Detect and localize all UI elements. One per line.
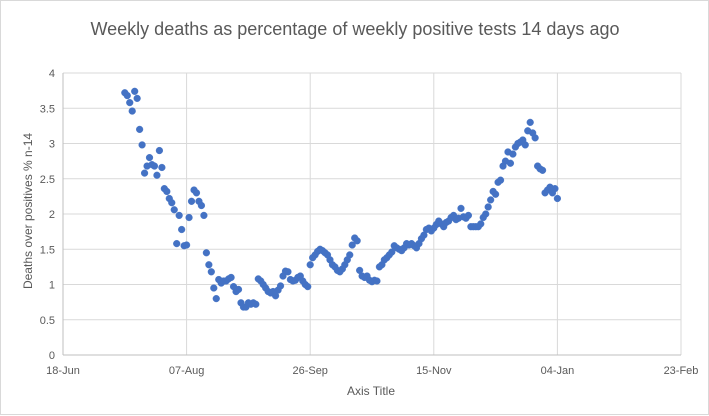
data-point: [234, 285, 243, 294]
data-point: [140, 169, 149, 177]
data-point: [150, 162, 159, 170]
data-point: [175, 211, 183, 220]
data-point: [252, 300, 260, 308]
data-point: [202, 249, 210, 257]
y-tick-label: 0: [49, 350, 55, 362]
data-point: [276, 282, 285, 290]
y-tick-label: 0.5: [40, 315, 55, 327]
y-tick-label: 1: [49, 280, 55, 292]
data-point: [133, 94, 141, 102]
y-tick-label: 1.5: [40, 244, 55, 256]
data-point: [553, 194, 562, 203]
data-points: [121, 87, 562, 311]
data-point: [506, 159, 515, 167]
data-point: [173, 240, 181, 248]
data-point: [212, 295, 220, 303]
data-point: [178, 225, 186, 234]
data-point: [306, 261, 314, 269]
data-point: [170, 206, 178, 214]
data-point: [551, 185, 559, 193]
data-point: [227, 273, 235, 282]
data-point: [192, 189, 201, 197]
x-tick-label: 26-Sep: [292, 365, 327, 377]
chart-title: Weekly deaths as percentage of weekly po…: [91, 19, 620, 39]
data-point: [136, 125, 144, 133]
y-tick-label: 4: [49, 68, 55, 80]
data-point: [183, 241, 191, 249]
data-point: [353, 237, 361, 245]
data-point: [304, 283, 312, 291]
gridlines: [63, 72, 682, 355]
data-point: [153, 171, 161, 179]
x-tick-label: 15-Nov: [416, 365, 452, 377]
data-point: [457, 204, 465, 212]
data-point: [168, 199, 176, 207]
data-point: [163, 187, 171, 196]
data-point: [521, 141, 529, 149]
y-axis-title: Deaths over positives % n-14: [21, 133, 35, 289]
data-point: [477, 220, 485, 228]
data-point: [158, 163, 166, 172]
data-point: [388, 248, 396, 256]
data-point: [538, 166, 547, 174]
data-point: [123, 91, 131, 100]
data-point: [207, 268, 215, 276]
data-point: [205, 261, 213, 269]
x-tick-label: 23-Feb: [664, 365, 699, 377]
y-tick-label: 2: [49, 209, 55, 221]
y-tick-label: 3.5: [40, 103, 55, 115]
data-point: [509, 150, 517, 158]
data-point: [346, 251, 354, 259]
data-point: [128, 107, 136, 115]
data-point: [496, 176, 505, 184]
y-tick-label: 3: [49, 139, 55, 151]
data-point: [185, 213, 193, 222]
x-tick-label: 07-Aug: [169, 365, 204, 377]
data-point: [373, 277, 381, 285]
data-point: [210, 284, 218, 292]
data-point: [284, 268, 292, 276]
data-point: [155, 146, 164, 155]
data-point: [526, 118, 534, 126]
data-point: [531, 134, 539, 142]
data-point: [197, 201, 206, 210]
data-point: [126, 99, 134, 107]
data-point: [487, 196, 495, 204]
y-tick-label: 2.5: [40, 174, 55, 186]
data-point: [482, 210, 490, 218]
x-tick-label: 18-Jun: [46, 365, 80, 377]
data-point: [187, 197, 196, 205]
x-tick-label: 04-Jan: [541, 365, 575, 377]
data-point: [138, 141, 146, 149]
data-point: [145, 154, 154, 162]
data-point: [131, 87, 139, 95]
data-point: [484, 203, 492, 211]
data-point: [464, 211, 473, 220]
data-point: [200, 211, 208, 220]
data-point: [348, 241, 356, 249]
axes: 0 0.5 1 1.5 2 2.5 3 3.5 4 18-Jun 07-Aug 26-Sep 15-No…: [40, 68, 699, 377]
data-point: [492, 190, 500, 198]
x-axis-title: Axis Title: [347, 384, 395, 398]
